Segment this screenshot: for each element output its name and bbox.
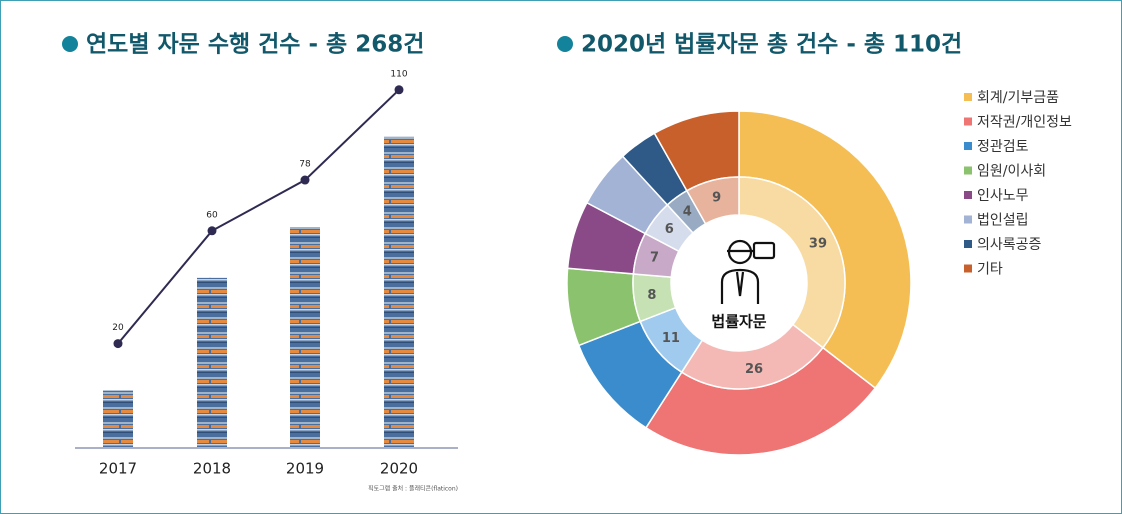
legend-swatch bbox=[964, 240, 972, 248]
line-point bbox=[207, 226, 217, 236]
legend-swatch bbox=[964, 142, 972, 150]
title-bullet bbox=[557, 36, 573, 52]
legend-swatch bbox=[964, 215, 972, 224]
data-label: 60 bbox=[206, 210, 218, 220]
x-tick-label: 2019 bbox=[286, 460, 324, 478]
title-bullet bbox=[62, 36, 78, 52]
chart-title: 2020년 법률자문 총 건수 - 총 110건 bbox=[581, 32, 962, 58]
line bbox=[117, 89, 400, 345]
x-tick-label: 2018 bbox=[193, 460, 231, 478]
slice-label: 26 bbox=[745, 362, 763, 377]
slice-label: 6 bbox=[665, 222, 674, 237]
line-point bbox=[113, 339, 123, 349]
legend-label: 인사노무 bbox=[977, 188, 1029, 204]
legend-swatch bbox=[964, 93, 972, 101]
center-icon bbox=[720, 239, 776, 304]
slice-label: 7 bbox=[650, 251, 659, 266]
legend-label: 정관검토 bbox=[977, 139, 1029, 155]
inner-slice bbox=[685, 176, 740, 225]
legend-label: 법인설립 bbox=[977, 213, 1029, 229]
legend-swatch bbox=[964, 264, 972, 273]
line-point bbox=[300, 175, 310, 185]
data-label: 110 bbox=[390, 69, 407, 79]
data-label: 20 bbox=[112, 323, 124, 333]
data-label: 78 bbox=[299, 160, 311, 170]
x-tick-label: 2017 bbox=[99, 460, 137, 478]
bar bbox=[384, 136, 414, 448]
x-tick-label: 2020 bbox=[380, 460, 418, 478]
bar bbox=[197, 277, 227, 447]
legend-label: 회계/기부금품 bbox=[977, 90, 1059, 106]
legend-swatch bbox=[964, 117, 972, 126]
chart-title: 연도별 자문 수행 건수 - 총 268건 bbox=[86, 32, 424, 58]
inner-slice bbox=[738, 176, 846, 349]
source-note: 픽토그램 출처 : 플래티콘(flaticon) bbox=[368, 485, 458, 493]
legend-label: 의사록공증 bbox=[977, 237, 1042, 253]
slice-label: 11 bbox=[662, 331, 680, 346]
line-point bbox=[394, 85, 404, 95]
legend-label: 임원/이사회 bbox=[977, 164, 1046, 180]
legend-label: 저작권/개인정보 bbox=[977, 115, 1072, 131]
legend-swatch bbox=[964, 191, 972, 199]
legend-label: 기타 bbox=[977, 262, 1003, 278]
slice-label: 9 bbox=[712, 190, 721, 205]
legend-swatch bbox=[964, 166, 972, 175]
bar bbox=[290, 227, 320, 447]
bar bbox=[103, 390, 133, 447]
center-label: 법률자문 bbox=[711, 313, 766, 331]
slice-label: 8 bbox=[647, 288, 656, 303]
slice-label: 4 bbox=[683, 204, 692, 219]
slice-label: 39 bbox=[809, 237, 827, 252]
